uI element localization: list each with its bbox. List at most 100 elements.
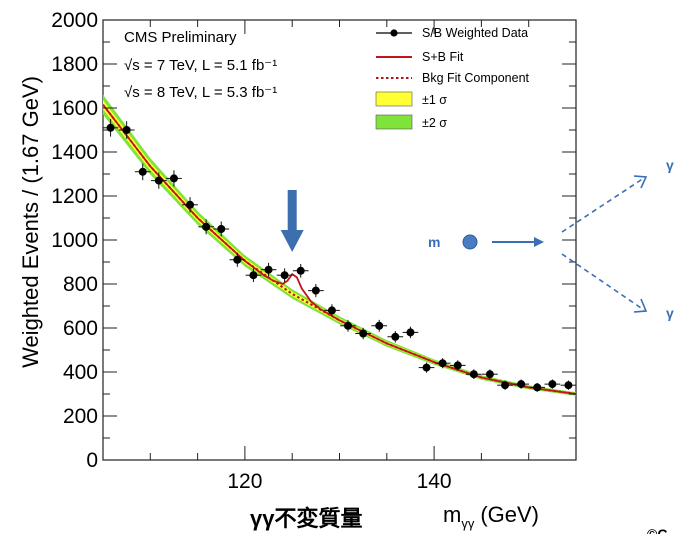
data-point (324, 304, 340, 317)
data-marker (375, 321, 384, 330)
bkg-fit-line (102, 104, 577, 395)
data-point (118, 121, 135, 139)
data-point (260, 262, 277, 277)
data-marker (327, 306, 336, 315)
data-point (340, 319, 356, 332)
data-point (150, 172, 167, 189)
data-marker (154, 176, 163, 185)
data-marker (138, 167, 147, 176)
y-tick-label: 0 (86, 449, 98, 472)
band-2-sigma (103, 94, 576, 396)
experiment-label: CMS Preliminary (124, 29, 237, 46)
y-tick-label: 1000 (51, 229, 98, 252)
data-marker (122, 126, 131, 134)
legend-entry-band2: ±2 σ (375, 114, 447, 130)
legend-entry-bkg: Bkg Fit Component (376, 71, 530, 85)
y-tick-label: 1800 (51, 53, 98, 76)
svg-text:±1 σ: ±1 σ (422, 93, 447, 107)
data-point (198, 219, 214, 235)
legend: S/B Weighted Data S+B Fit Bkg Fit Compon… (375, 26, 530, 130)
copyright-text: ©C (647, 526, 667, 534)
data-marker (106, 123, 115, 132)
signal-arrow (280, 190, 304, 252)
data-point (166, 170, 182, 187)
run1-label: √s = 7 TeV, L = 5.1 fb⁻¹ (124, 57, 277, 74)
data-point (513, 379, 529, 389)
y-tick-label: 200 (63, 405, 98, 428)
data-point (371, 319, 388, 332)
decay-diagram: m γ γ (428, 157, 674, 321)
data-marker (264, 265, 273, 274)
data-marker (548, 380, 557, 389)
svg-text:±2 σ: ±2 σ (422, 116, 447, 130)
sb-fit-line (102, 104, 577, 395)
y-axis-label: Weighted Events / (1.67 GeV) (18, 76, 43, 368)
particle-label: m (428, 234, 440, 250)
data-marker (217, 225, 226, 233)
data-point (307, 284, 324, 298)
data-point (529, 383, 546, 392)
data-marker (533, 383, 542, 392)
y-tick-label: 1400 (51, 141, 98, 164)
data-point (134, 163, 151, 181)
data-point (102, 119, 119, 137)
data-point (213, 221, 230, 237)
data-point (560, 380, 577, 390)
y-tick-label: 400 (63, 361, 98, 384)
x-tick-labels: 120 140 (227, 470, 451, 493)
run2-label: √s = 8 TeV, L = 5.3 fb⁻¹ (124, 84, 277, 101)
data-point (434, 358, 451, 369)
data-point (245, 268, 262, 283)
data-point (387, 331, 404, 343)
particle-icon (462, 234, 478, 250)
data-point (229, 252, 246, 267)
data-marker (311, 286, 320, 295)
data-marker (359, 329, 368, 338)
data-marker (296, 266, 305, 275)
x-tick-label: 140 (417, 470, 452, 493)
y-tick-label: 2000 (51, 9, 98, 32)
data-marker (438, 359, 447, 368)
photon-path-lower (561, 253, 645, 311)
data-marker (186, 200, 195, 209)
x-axis-label: mγγ (GeV) (443, 502, 539, 531)
data-marker (391, 332, 400, 341)
data-points (102, 119, 577, 392)
data-point (292, 263, 309, 278)
data-marker (406, 328, 415, 337)
data-marker (501, 381, 510, 390)
svg-text:S/B Weighted Data: S/B Weighted Data (422, 26, 528, 40)
data-point (482, 369, 498, 380)
motion-arrow-head-icon (534, 237, 544, 247)
photon-path-upper (561, 177, 645, 233)
x-axis-caption-jp: γγ不変質量 (250, 506, 362, 531)
band-1-sigma (103, 100, 576, 395)
legend-entry-band1: ±1 σ (375, 91, 447, 107)
svg-text:S+B Fit: S+B Fit (422, 50, 464, 64)
data-marker (249, 271, 258, 280)
data-marker (169, 174, 178, 183)
data-point (418, 362, 435, 373)
data-point (182, 197, 198, 213)
data-marker (233, 255, 242, 264)
photon-lower-label: γ (666, 305, 674, 321)
photon-upper-label: γ (666, 157, 674, 173)
axis-ticks (103, 19, 577, 461)
data-marker (485, 370, 494, 379)
data-marker (344, 321, 353, 330)
data-point (355, 327, 372, 340)
data-point (276, 268, 293, 283)
data-marker (469, 370, 478, 379)
data-point (402, 326, 419, 339)
data-marker (517, 380, 526, 389)
legend-entry-fit: S+B Fit (376, 50, 464, 64)
y-tick-label: 1600 (51, 97, 98, 120)
data-marker (280, 271, 289, 280)
data-marker (202, 222, 211, 231)
photon-upper-arrow-icon (633, 175, 648, 189)
y-tick-labels: 0 200 400 600 800 1000 1200 1400 1600 1800 2000 (51, 9, 98, 472)
data-point (544, 379, 561, 389)
y-tick-label: 1200 (51, 185, 98, 208)
svg-text:Bkg Fit Component: Bkg Fit Component (422, 71, 530, 85)
